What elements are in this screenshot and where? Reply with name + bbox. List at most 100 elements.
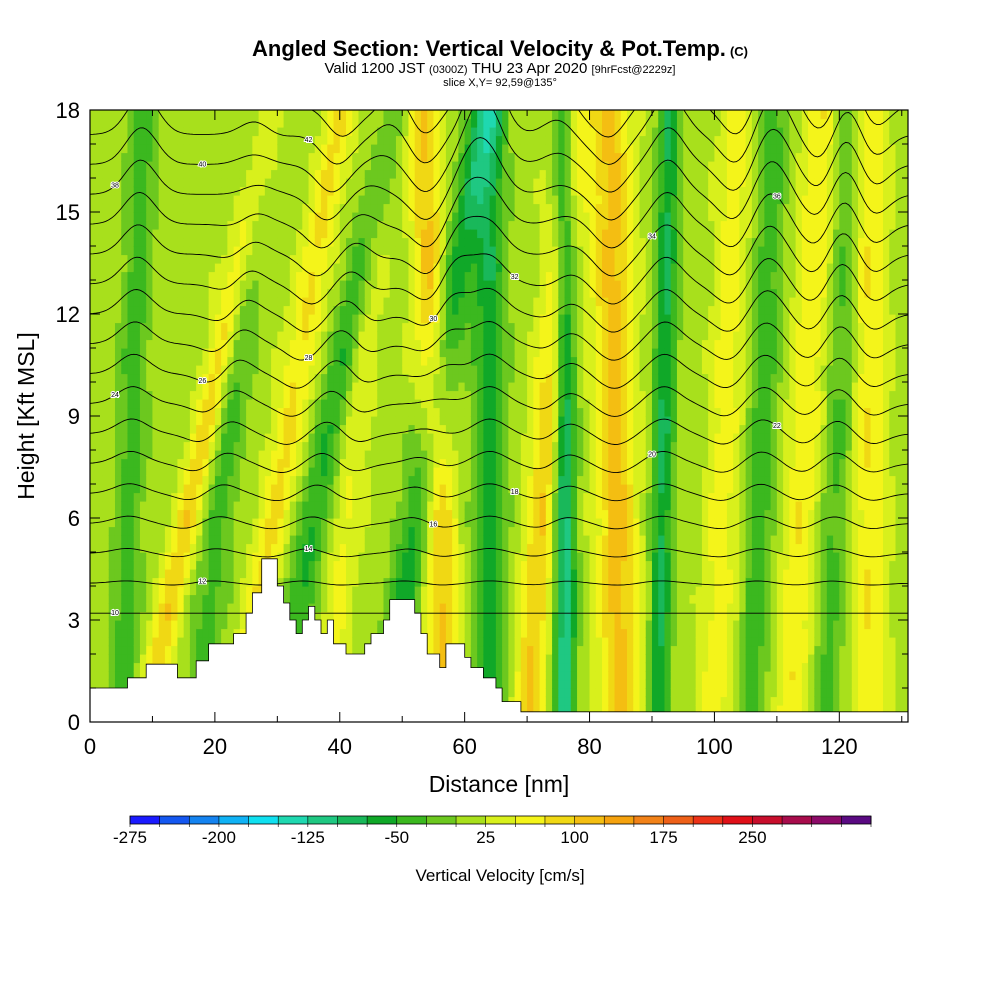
velocity-cell [202,186,210,196]
velocity-cell [252,475,260,485]
velocity-cell [177,356,185,366]
velocity-cell [321,144,328,154]
velocity-cell [445,356,453,366]
velocity-cell [458,552,466,562]
velocity-cell [483,586,491,596]
velocity-cell [408,407,416,417]
velocity-cell [208,305,216,315]
velocity-cell [333,186,341,196]
velocity-cell [408,552,416,562]
velocity-cell [258,203,266,213]
velocity-cell [452,305,460,315]
velocity-cell [333,569,341,579]
velocity-cell [146,484,154,494]
velocity-cell [114,169,122,179]
velocity-cell [314,416,322,426]
velocity-cell [252,450,260,460]
velocity-cell [102,271,110,281]
velocity-cell [420,433,428,443]
velocity-cell [477,543,484,553]
velocity-cell [146,492,154,502]
velocity-cell [389,356,397,366]
velocity-cell [196,501,203,511]
velocity-cell [289,220,297,230]
velocity-cell [414,110,422,120]
velocity-cell [514,246,522,256]
velocity-cell [483,620,491,630]
velocity-cell [183,305,191,315]
velocity-cell [489,543,497,553]
velocity-cell [402,195,410,205]
velocity-cell [90,356,97,366]
velocity-cell [90,203,97,213]
velocity-cell [221,127,228,137]
velocity-cell [321,339,328,349]
velocity-cell [102,450,110,460]
velocity-cell [114,569,122,579]
velocity-cell [246,195,253,205]
velocity-cell [445,399,453,409]
velocity-cell [495,229,503,239]
velocity-cell [271,441,278,451]
velocity-cell [202,382,210,392]
velocity-cell [196,186,203,196]
velocity-cell [189,577,197,587]
velocity-cell [370,458,378,468]
velocity-cell [420,169,428,179]
velocity-cell [121,246,129,256]
velocity-cell [208,526,216,536]
velocity-cell [202,603,210,613]
velocity-cell [183,424,191,434]
velocity-cell [483,535,491,545]
velocity-cell [364,475,372,485]
velocity-cell [414,365,422,375]
velocity-cell [358,433,366,443]
velocity-cell [183,186,191,196]
velocity-cell [508,696,516,706]
velocity-cell [102,322,110,332]
velocity-cell [214,297,222,307]
velocity-cell [308,543,316,553]
velocity-cell [152,501,160,511]
velocity-cell [439,594,447,604]
velocity-cell [108,407,116,417]
velocity-cell [202,611,210,621]
velocity-cell [271,399,278,409]
velocity-cell [420,594,428,604]
velocity-cell [514,271,522,281]
velocity-cell [183,560,191,570]
velocity-cell [258,229,266,239]
velocity-cell [114,526,122,536]
velocity-cell [321,594,328,604]
velocity-cell [152,569,160,579]
velocity-cell [296,416,303,426]
velocity-cell [383,433,391,443]
velocity-cell [370,552,378,562]
velocity-cell [233,620,241,630]
velocity-cell [427,271,435,281]
velocity-cell [152,195,160,205]
velocity-cell [308,450,316,460]
velocity-cell [277,365,285,375]
velocity-cell [302,535,310,545]
velocity-cell [171,229,179,239]
velocity-cell [327,382,335,392]
velocity-cell [289,577,297,587]
velocity-cell [164,458,172,468]
velocity-cell [370,577,378,587]
velocity-cell [302,433,310,443]
velocity-cell [164,416,172,426]
velocity-cell [395,152,403,162]
velocity-cell [377,356,385,366]
velocity-cell [321,288,328,298]
velocity-cell [339,620,347,630]
velocity-cell [108,229,116,239]
velocity-cell [445,560,453,570]
velocity-cell [333,458,341,468]
velocity-cell [164,526,172,536]
velocity-cell [146,467,154,477]
velocity-cell [377,220,385,230]
velocity-cell [458,373,466,383]
velocity-cell [377,280,385,290]
velocity-cell [395,577,403,587]
